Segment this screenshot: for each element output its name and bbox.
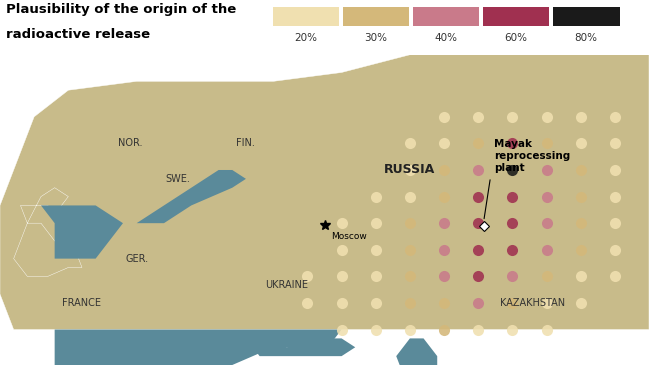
Bar (483, 7, 550, 26)
Text: 40%: 40% (434, 33, 457, 43)
Text: SWE.: SWE. (165, 174, 190, 184)
Text: 30%: 30% (364, 33, 387, 43)
Polygon shape (137, 170, 246, 223)
Polygon shape (0, 55, 649, 330)
Text: Moscow: Moscow (330, 232, 367, 241)
Text: NOR.: NOR. (117, 138, 142, 149)
Text: 20%: 20% (294, 33, 317, 43)
Polygon shape (232, 170, 273, 223)
Polygon shape (55, 330, 341, 365)
Text: FRANCE: FRANCE (62, 298, 101, 308)
Polygon shape (246, 338, 355, 356)
Text: 60%: 60% (504, 33, 527, 43)
Bar (553, 7, 620, 26)
Bar (343, 7, 410, 26)
Text: FIN.: FIN. (236, 138, 255, 149)
Text: UKRAINE: UKRAINE (265, 280, 308, 290)
Polygon shape (397, 338, 437, 365)
Bar (273, 7, 339, 26)
Text: KAZAKHSTAN: KAZAKHSTAN (500, 298, 565, 308)
Text: radioactive release: radioactive release (6, 28, 151, 42)
Polygon shape (41, 205, 123, 259)
Polygon shape (55, 90, 273, 223)
Bar (413, 7, 480, 26)
Polygon shape (14, 188, 82, 276)
Text: Mayak
reprocessing
plant: Mayak reprocessing plant (494, 139, 570, 173)
Text: RUSSIA: RUSSIA (384, 164, 435, 177)
Text: GER.: GER. (125, 254, 148, 264)
Text: 80%: 80% (574, 33, 597, 43)
Text: Plausibility of the origin of the: Plausibility of the origin of the (6, 3, 237, 16)
